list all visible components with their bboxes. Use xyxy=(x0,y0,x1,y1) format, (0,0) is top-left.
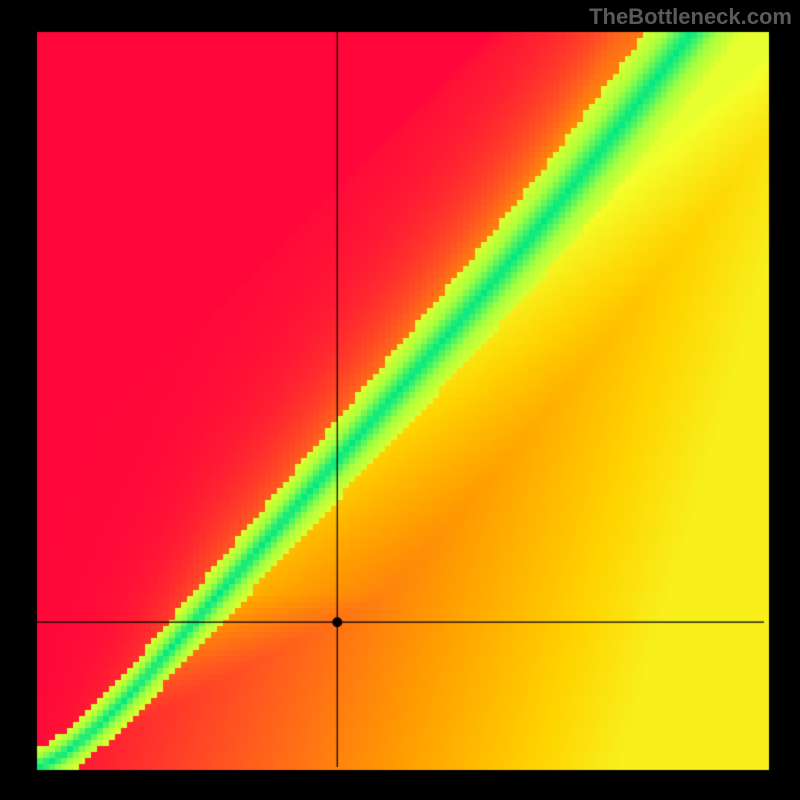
watermark-text: TheBottleneck.com xyxy=(589,4,792,30)
chart-container: TheBottleneck.com xyxy=(0,0,800,800)
heatmap-canvas xyxy=(0,0,800,800)
